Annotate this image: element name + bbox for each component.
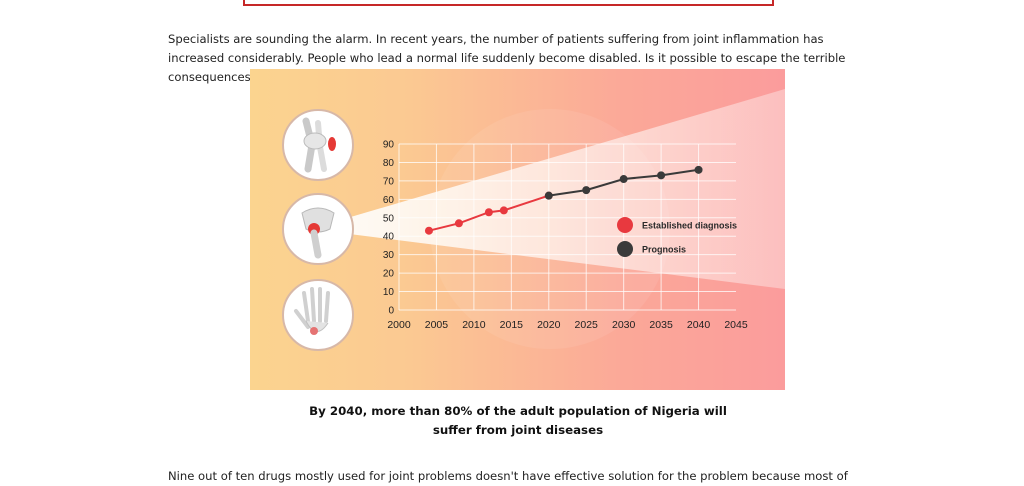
x-tick-label-0: 2000 xyxy=(387,319,411,331)
data-point-1-2 xyxy=(619,175,628,184)
y-tick-label-6: 60 xyxy=(383,195,395,206)
data-point-0-2 xyxy=(484,208,493,217)
top-banner-border xyxy=(243,0,774,6)
data-point-1-3 xyxy=(657,171,666,180)
data-point-0-1 xyxy=(454,219,463,228)
y-tick-label-0: 0 xyxy=(388,306,394,317)
x-tick-label-3: 2015 xyxy=(500,319,524,331)
outro-paragraph: Nine out of ten drugs mostly used for jo… xyxy=(168,468,848,483)
y-tick-label-8: 80 xyxy=(383,158,395,169)
y-tick-label-2: 20 xyxy=(383,269,395,280)
intro-paragraph: Specialists are sounding the alarm. In r… xyxy=(168,31,846,84)
y-tick-label-9: 90 xyxy=(383,140,395,151)
data-point-0-3 xyxy=(499,206,508,215)
data-point-1-4 xyxy=(694,165,703,174)
caption-line-1: By 2040, more than 80% of the adult popu… xyxy=(309,404,727,418)
y-tick-label-7: 70 xyxy=(383,176,395,187)
data-point-1-0 xyxy=(544,191,553,200)
y-tick-label-5: 50 xyxy=(383,213,395,224)
infographic: 0 10 20 30 40 50 60 70 80 90 2000 2005 2010 2015 2020 2… xyxy=(250,69,785,390)
caption-line-2: suffer from joint diseases xyxy=(432,423,604,437)
x-tick-label-5: 2025 xyxy=(575,319,599,331)
x-tick-label-2: 2010 xyxy=(462,319,486,331)
x-tick-label-4: 2020 xyxy=(537,319,561,331)
hand-joint-icon xyxy=(282,279,354,351)
x-tick-label-6: 2030 xyxy=(612,319,636,331)
data-point-0-0 xyxy=(424,226,433,235)
y-tick-label-3: 30 xyxy=(383,250,395,261)
legend-marker-1 xyxy=(617,241,633,257)
hip-joint-icon xyxy=(282,193,354,265)
legend-marker-0 xyxy=(617,217,633,233)
y-tick-label-1: 10 xyxy=(383,287,395,298)
data-point-1-1 xyxy=(582,186,591,195)
x-tick-label-1: 2005 xyxy=(425,319,449,331)
chart-caption: By 2040, more than 80% of the adult popu… xyxy=(300,402,736,440)
x-tick-label-9: 2045 xyxy=(724,319,748,331)
legend-label-0: Established diagnosis xyxy=(642,221,737,231)
x-tick-label-7: 2035 xyxy=(649,319,673,331)
light-beam xyxy=(310,89,785,349)
knee-joint-icon xyxy=(282,109,354,181)
y-tick-label-4: 40 xyxy=(383,232,395,243)
x-tick-label-8: 2040 xyxy=(687,319,711,331)
legend-label-1: Prognosis xyxy=(642,245,686,255)
